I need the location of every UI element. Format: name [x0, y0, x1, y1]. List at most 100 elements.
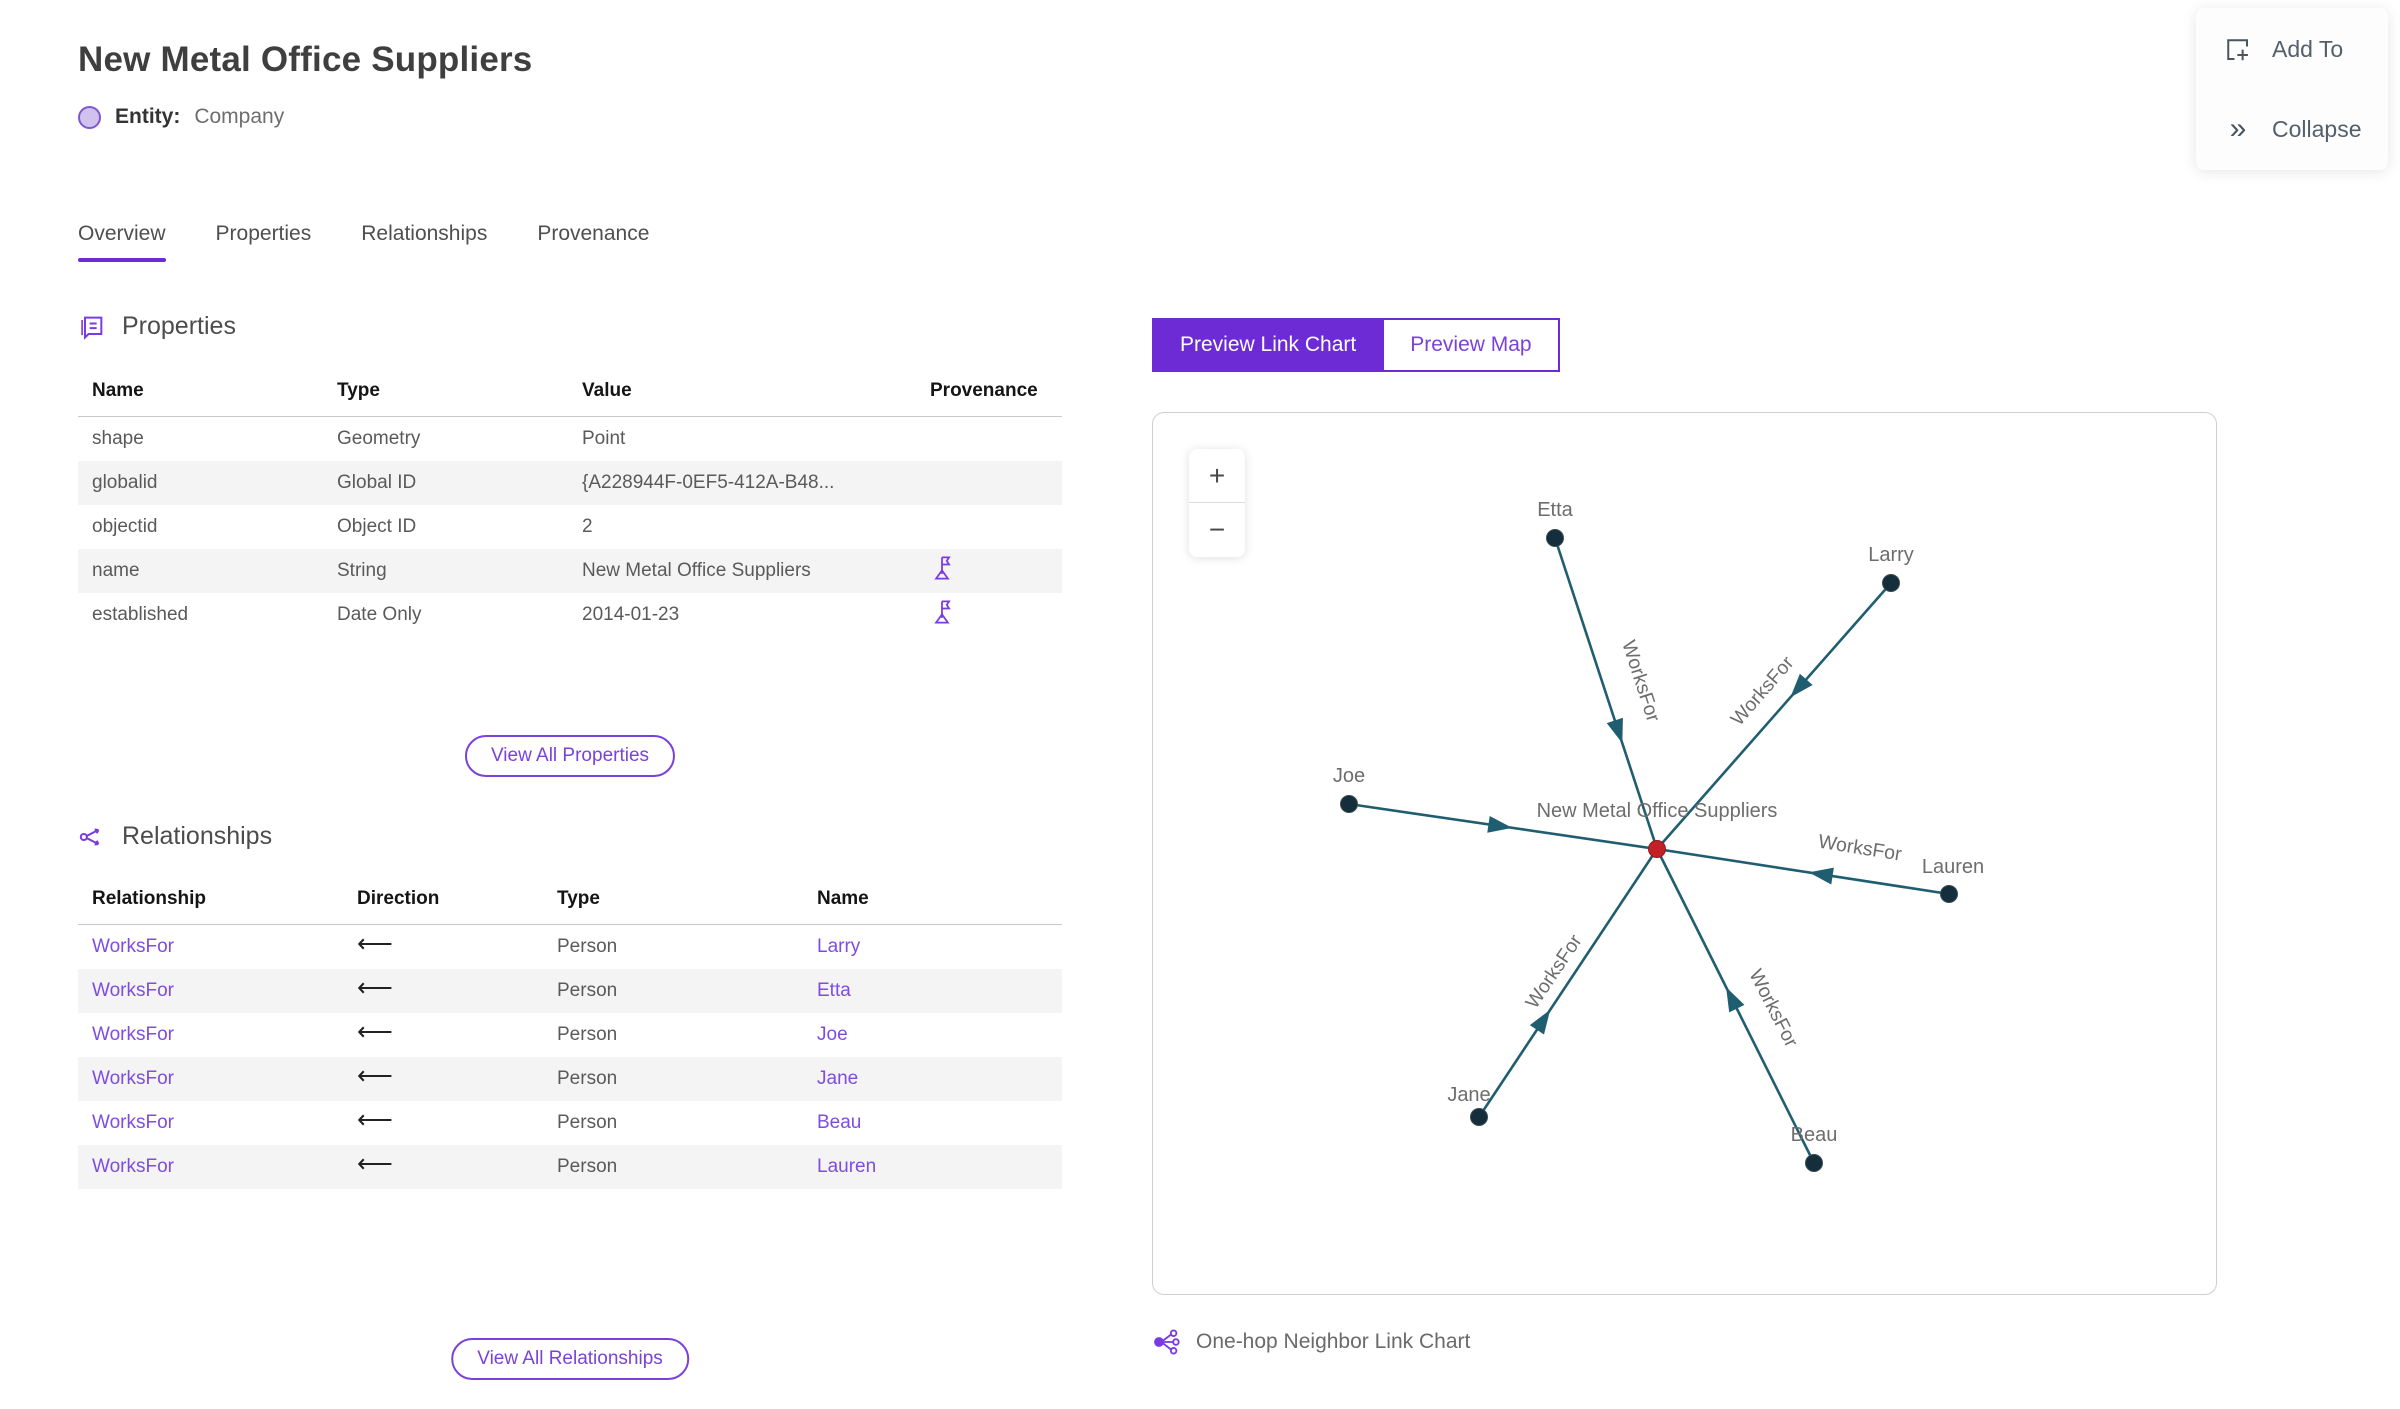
- toggle-preview-map[interactable]: Preview Map: [1382, 320, 1558, 370]
- related-entity-link[interactable]: Beau: [817, 1112, 862, 1133]
- node-center-company[interactable]: [1648, 840, 1666, 858]
- property-value: Point: [582, 428, 626, 449]
- relationship-direction: ⟵: [357, 1156, 557, 1178]
- related-entity-link[interactable]: Lauren: [817, 1156, 877, 1177]
- table-row: WorksFor ⟵ Person Jane: [78, 1057, 1062, 1101]
- view-all-properties-button[interactable]: View All Properties: [464, 735, 676, 777]
- tab-relationships[interactable]: Relationships: [361, 222, 487, 262]
- property-name: shape: [92, 428, 144, 449]
- left-arrow-icon: ⟵: [357, 1024, 393, 1046]
- edge-label-larry: WorksFor: [1727, 652, 1799, 730]
- collapse-label: Collapse: [2272, 115, 2362, 142]
- relationship-direction: ⟵: [357, 1068, 557, 1090]
- node-beau[interactable]: [1805, 1154, 1823, 1172]
- relationship-link[interactable]: WorksFor: [92, 1156, 174, 1177]
- table-row: WorksFor ⟵ Person Lauren: [78, 1145, 1062, 1189]
- node-joe[interactable]: [1340, 795, 1358, 813]
- relationship-link[interactable]: WorksFor: [92, 1024, 174, 1045]
- property-type: String: [337, 560, 387, 581]
- provenance-flag-icon: [934, 600, 951, 624]
- edge-arrowhead-larry: [1790, 673, 1813, 698]
- collapse-button[interactable]: » Collapse: [2196, 106, 2388, 152]
- node-label-center: New Metal Office Suppliers: [1537, 800, 1778, 822]
- tab-provenance[interactable]: Provenance: [537, 222, 649, 262]
- add-to-label: Add To: [2272, 35, 2344, 62]
- edge-line-jane: [1477, 848, 1659, 1118]
- relationship-direction: ⟵: [357, 936, 557, 958]
- property-provenance[interactable]: [912, 555, 1047, 587]
- left-arrow-icon: ⟵: [357, 980, 393, 1002]
- table-row: name String New Metal Office Suppliers: [78, 549, 1062, 593]
- property-value: {A228944F-0EF5-412A-B48...: [582, 472, 835, 493]
- table-row: established Date Only 2014-01-23: [78, 593, 1062, 637]
- entity-type-value: Company: [194, 105, 285, 128]
- relationship-link[interactable]: WorksFor: [92, 980, 174, 1001]
- node-lauren[interactable]: [1940, 885, 1958, 903]
- relationship-type: Person: [557, 980, 618, 1001]
- zoom-in-button[interactable]: +: [1189, 449, 1245, 503]
- related-entity-link[interactable]: Etta: [817, 980, 851, 1001]
- relationship-link[interactable]: WorksFor: [92, 1068, 174, 1089]
- node-label-joe: Joe: [1333, 765, 1365, 787]
- relationships-table-header: Relationship Direction Type Name: [78, 878, 1062, 925]
- properties-table: Name Type Value Provenance shape Geometry Poi…: [78, 370, 1062, 637]
- related-entity-link[interactable]: Joe: [817, 1024, 848, 1045]
- relationships-section-header: Relationships: [78, 822, 272, 851]
- floating-action-card: Add To » Collapse: [2196, 8, 2388, 170]
- relationship-type: Person: [557, 1112, 618, 1133]
- property-name: name: [92, 560, 140, 581]
- relationship-link[interactable]: WorksFor: [92, 936, 174, 957]
- property-name: established: [92, 604, 189, 625]
- link-chart-panel: + − WorksFor WorksFor WorksFor WorksFor Work…: [1152, 412, 2217, 1295]
- provenance-flag-icon: [934, 556, 951, 580]
- column-header-provenance: Provenance: [930, 380, 1038, 401]
- view-all-relationships-button[interactable]: View All Relationships: [451, 1338, 689, 1380]
- left-arrow-icon: ⟵: [357, 1068, 393, 1090]
- property-name: globalid: [92, 472, 158, 493]
- table-row: globalid Global ID {A228944F-0EF5-412A-B48…: [78, 461, 1062, 505]
- zoom-out-button[interactable]: −: [1189, 503, 1245, 557]
- relationship-direction: ⟵: [357, 1024, 557, 1046]
- entity-label: Entity:: [115, 105, 181, 128]
- node-etta[interactable]: [1546, 529, 1564, 547]
- node-label-larry: Larry: [1868, 544, 1914, 566]
- node-jane[interactable]: [1470, 1108, 1488, 1126]
- left-arrow-icon: ⟵: [357, 1112, 393, 1134]
- toggle-preview-link-chart[interactable]: Preview Link Chart: [1154, 320, 1383, 370]
- page-title: New Metal Office Suppliers: [78, 40, 533, 79]
- tab-overview[interactable]: Overview: [78, 222, 166, 262]
- node-label-jane: Jane: [1447, 1084, 1490, 1106]
- edge-label-lauren: WorksFor: [1817, 831, 1904, 866]
- relationship-type: Person: [557, 1024, 618, 1045]
- related-entity-link[interactable]: Larry: [817, 936, 861, 957]
- property-value: 2: [582, 516, 593, 537]
- relationships-icon: [79, 828, 100, 845]
- node-larry[interactable]: [1882, 574, 1900, 592]
- left-arrow-icon: ⟵: [357, 1156, 393, 1178]
- property-type: Object ID: [337, 516, 417, 537]
- related-entity-link[interactable]: Jane: [817, 1068, 859, 1089]
- table-row: WorksFor ⟵ Person Larry: [78, 925, 1062, 969]
- edge-arrowhead-etta: [1606, 717, 1623, 744]
- column-header-name: Name: [92, 380, 144, 401]
- tab-properties[interactable]: Properties: [216, 222, 312, 262]
- table-row: WorksFor ⟵ Person Etta: [78, 969, 1062, 1013]
- relationships-table: Relationship Direction Type Name WorksFor ⟵ P…: [78, 878, 1062, 1189]
- table-row: WorksFor ⟵ Person Beau: [78, 1101, 1062, 1145]
- properties-table-header: Name Type Value Provenance: [78, 370, 1062, 417]
- relationship-direction: ⟵: [357, 980, 557, 1002]
- relationship-type: Person: [557, 1156, 618, 1177]
- add-to-button[interactable]: Add To: [2196, 26, 2388, 72]
- property-provenance[interactable]: [912, 599, 1047, 631]
- node-label-etta: Etta: [1537, 499, 1573, 521]
- chart-caption: One-hop Neighbor Link Chart: [1152, 1328, 1470, 1356]
- preview-toggle: Preview Link Chart Preview Map: [1152, 318, 1560, 372]
- relationship-direction: ⟵: [357, 1112, 557, 1134]
- relationship-type: Person: [557, 936, 618, 957]
- properties-section-header: Properties: [78, 312, 236, 341]
- properties-icon: [81, 316, 103, 340]
- entity-badge: Entity: Company: [78, 105, 284, 129]
- relationship-link[interactable]: WorksFor: [92, 1112, 174, 1133]
